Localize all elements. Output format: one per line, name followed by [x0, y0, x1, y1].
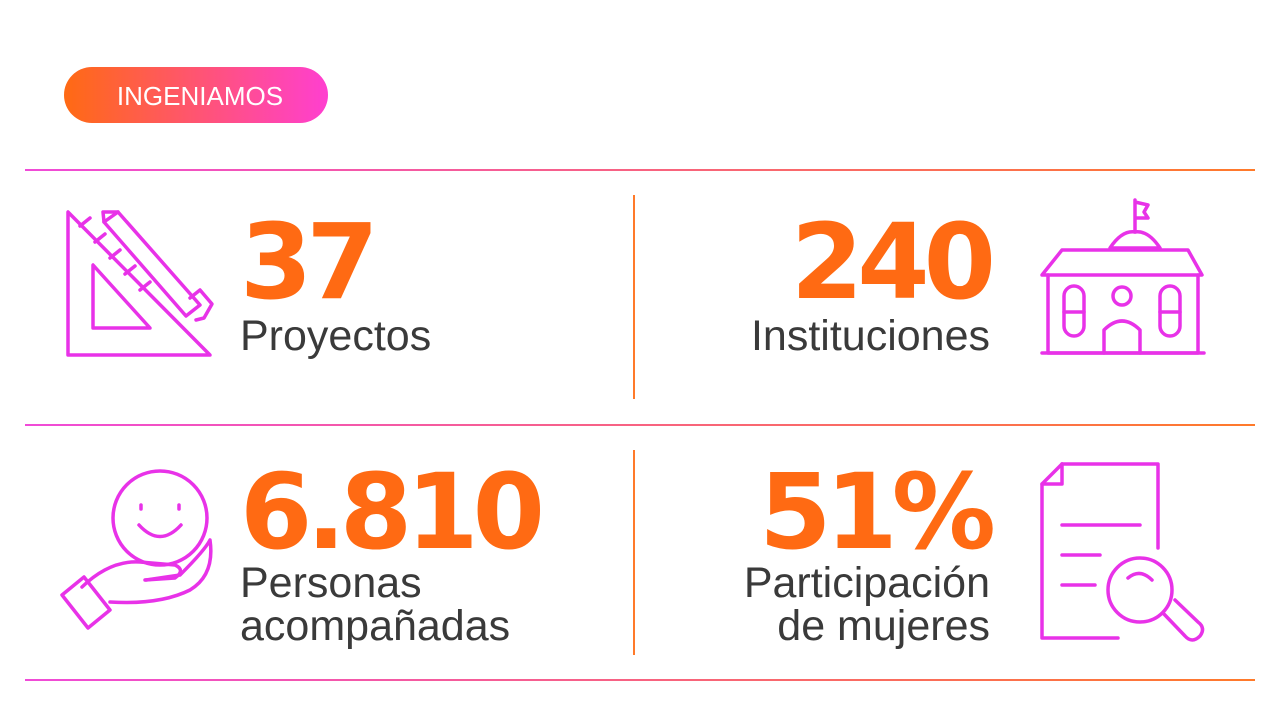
document-search-icon — [1040, 462, 1205, 642]
stat-label: acompañadas — [240, 602, 510, 650]
ruler-pencil-icon — [66, 210, 214, 357]
stat-value: 51% — [759, 451, 993, 573]
badge-text: INGENIAMOS — [117, 81, 283, 111]
badge — [64, 67, 328, 123]
stat-label: de mujeres — [777, 602, 990, 650]
stat-label: Instituciones — [751, 312, 990, 360]
stat-value: 240 — [791, 201, 992, 323]
stat-label: Participación — [744, 559, 990, 607]
stat-label: Proyectos — [240, 312, 431, 360]
stat-value: 37 — [240, 201, 373, 323]
hand-smile-icon — [60, 469, 213, 630]
school-icon — [1040, 198, 1206, 355]
dividers — [25, 169, 1255, 681]
stat-label: Personas — [240, 559, 422, 607]
stat-value: 6.810 — [240, 451, 541, 573]
